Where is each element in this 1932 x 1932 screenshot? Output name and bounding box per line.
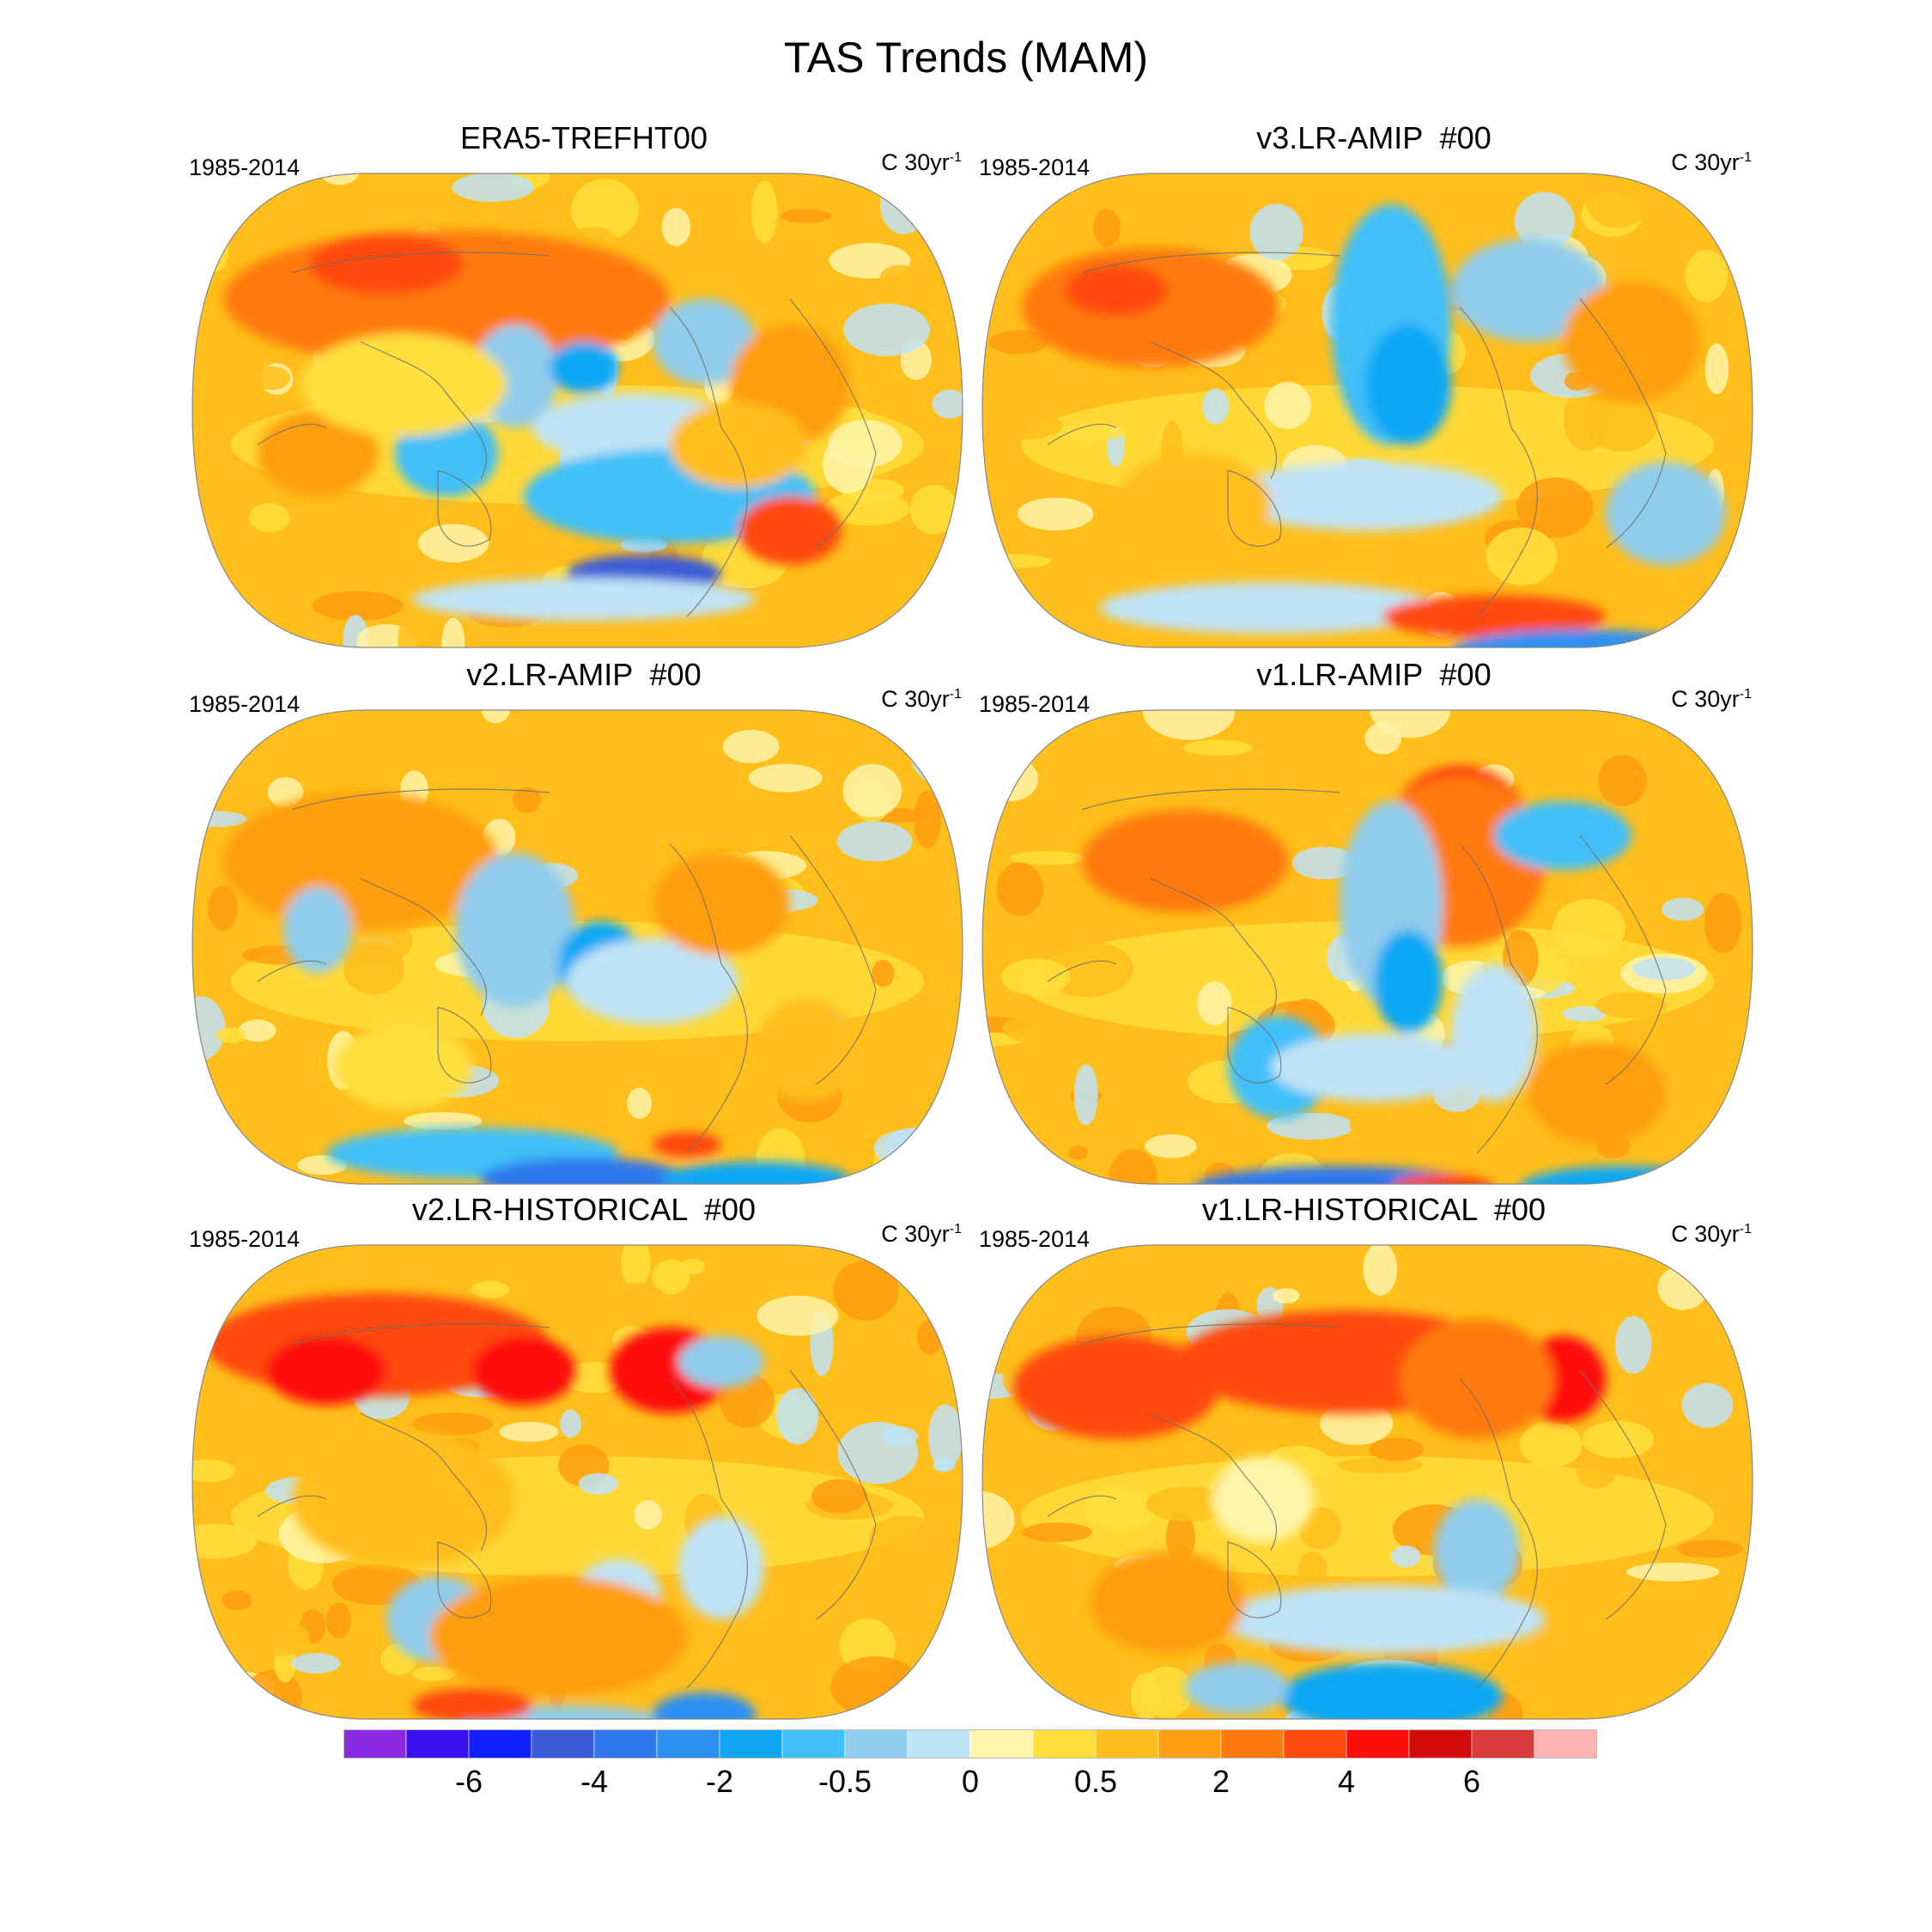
colorbar-tick-label: 2 <box>1212 1764 1230 1799</box>
colorbar-swatch <box>907 1729 971 1759</box>
colorbar-swatch <box>1032 1729 1097 1759</box>
colorbar-swatch <box>468 1729 532 1759</box>
panel-title: v3.LR-AMIP #00 <box>1256 120 1492 155</box>
colorbar-tick-label: -6 <box>454 1764 483 1799</box>
colorbar-swatch <box>1408 1729 1473 1759</box>
map-plot <box>981 173 1753 648</box>
colorbar-swatch <box>1534 1729 1597 1759</box>
panel-units: C 30yr-1 <box>1671 686 1752 712</box>
map-panel: v1.LR-AMIP #00 1985-2014 C 30yr-1 <box>979 657 1769 1185</box>
colorbar <box>343 1729 1597 1759</box>
panel-title: v2.LR-HISTORICAL #00 <box>411 1192 756 1227</box>
colorbar-swatch <box>405 1729 470 1759</box>
panel-units: C 30yr-1 <box>881 149 962 175</box>
panel-units: C 30yr-1 <box>1671 149 1752 175</box>
colorbar-tick-label: -2 <box>705 1764 734 1799</box>
panel-period: 1985-2014 <box>189 155 301 180</box>
panel-units: C 30yr-1 <box>881 1221 962 1247</box>
map-plot <box>191 709 963 1185</box>
map-plot <box>191 1244 963 1720</box>
colorbar-swatch <box>969 1729 1034 1759</box>
colorbar-tick-label: 0 <box>961 1764 980 1799</box>
map-panel: v2.LR-AMIP #00 1985-2014 C 30yr-1 <box>189 657 979 1185</box>
colorbar-swatch <box>844 1729 908 1759</box>
panel-period: 1985-2014 <box>979 691 1091 717</box>
colorbar-tick-label: 0.5 <box>1073 1764 1118 1799</box>
map-panel: v1.LR-HISTORICAL #00 1985-2014 C 30yr-1 <box>979 1192 1769 1720</box>
colorbar-swatch <box>531 1729 595 1759</box>
panel-units: C 30yr-1 <box>881 686 962 712</box>
colorbar-swatch <box>656 1729 720 1759</box>
colorbar-swatch <box>1157 1729 1222 1759</box>
colorbar-swatch <box>1471 1729 1535 1759</box>
colorbar-tick-label: -0.5 <box>817 1764 872 1799</box>
panel-period: 1985-2014 <box>979 155 1091 180</box>
map-panel: v3.LR-AMIP #00 1985-2014 C 30yr-1 <box>979 120 1769 648</box>
map-plot <box>981 1244 1753 1720</box>
colorbar-swatch <box>343 1729 407 1759</box>
colorbar-swatch <box>1095 1729 1159 1759</box>
map-panel: v2.LR-HISTORICAL #00 1985-2014 C 30yr-1 <box>189 1192 979 1720</box>
figure-title: TAS Trends (MAM) <box>783 33 1149 82</box>
map-plot <box>981 709 1753 1185</box>
map-panel: ERA5-TREFHT00 1985-2014 C 30yr-1 <box>189 120 979 648</box>
panel-title: v2.LR-AMIP #00 <box>466 657 702 692</box>
colorbar-tick-label: 6 <box>1462 1764 1481 1799</box>
colorbar-swatch <box>781 1729 846 1759</box>
colorbar-swatch <box>593 1729 658 1759</box>
colorbar-swatch <box>1283 1729 1347 1759</box>
panel-period: 1985-2014 <box>189 691 301 717</box>
panel-title: ERA5-TREFHT00 <box>459 120 708 155</box>
colorbar-swatch <box>1346 1729 1410 1759</box>
panel-units: C 30yr-1 <box>1671 1221 1752 1247</box>
panel-title: v1.LR-HISTORICAL #00 <box>1201 1192 1546 1227</box>
panel-title: v1.LR-AMIP #00 <box>1256 657 1492 692</box>
panel-period: 1985-2014 <box>189 1226 301 1252</box>
colorbar-tick-label: -4 <box>580 1764 609 1799</box>
panel-period: 1985-2014 <box>979 1226 1091 1252</box>
colorbar-swatch <box>719 1729 783 1759</box>
colorbar-tick-label: 4 <box>1337 1764 1356 1799</box>
colorbar-swatch <box>1220 1729 1285 1759</box>
map-plot <box>191 173 963 648</box>
